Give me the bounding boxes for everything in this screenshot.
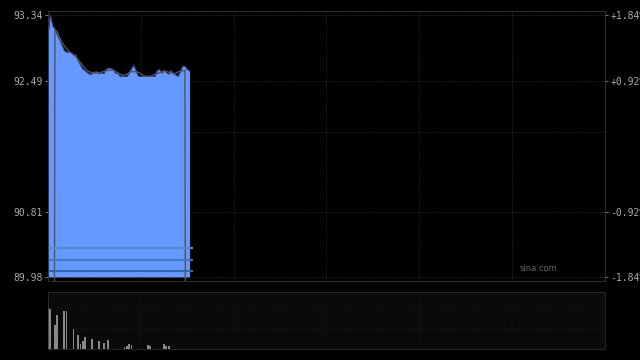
Text: sina.com: sina.com [520, 264, 557, 273]
Bar [77, 336, 79, 349]
Bar [126, 346, 128, 349]
Bar [124, 347, 125, 349]
Bar [82, 341, 84, 349]
Bar [163, 344, 165, 349]
Bar [91, 339, 93, 349]
Bar [56, 315, 58, 349]
Bar [103, 343, 104, 349]
Bar [66, 311, 67, 349]
Bar [149, 346, 151, 349]
Bar [147, 345, 148, 349]
Bar [165, 346, 167, 349]
Bar [79, 344, 81, 349]
Bar [84, 337, 86, 349]
Bar [128, 345, 130, 349]
Bar [49, 310, 51, 349]
Bar [63, 311, 65, 349]
Bar [168, 346, 170, 349]
Bar [108, 340, 109, 349]
Bar [131, 345, 132, 349]
Bar [47, 307, 49, 349]
Bar [72, 329, 74, 349]
Bar [98, 341, 100, 349]
Bar [54, 325, 56, 349]
